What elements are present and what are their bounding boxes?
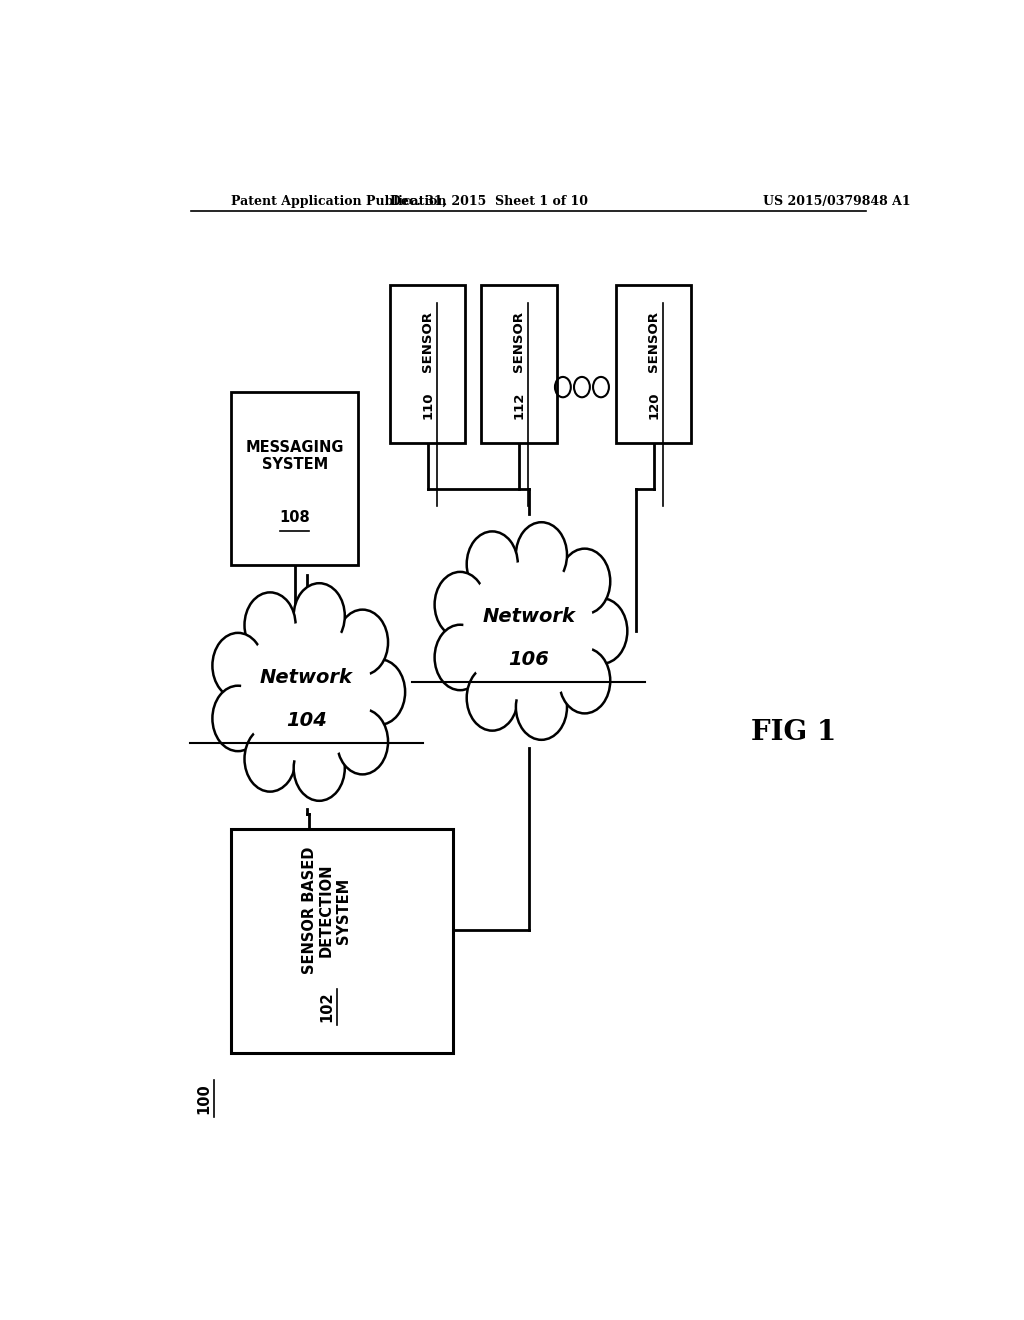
Circle shape [245,726,296,792]
Circle shape [212,632,263,698]
Circle shape [212,685,263,751]
Text: 102: 102 [318,991,334,1023]
Text: 104: 104 [286,711,327,730]
Text: SENSOR: SENSOR [512,312,525,372]
Text: 112: 112 [512,391,525,418]
Text: Dec. 31, 2015  Sheet 1 of 10: Dec. 31, 2015 Sheet 1 of 10 [390,194,588,207]
Circle shape [516,523,567,587]
Circle shape [516,675,567,739]
Text: US 2015/0379848 A1: US 2015/0379848 A1 [763,194,910,207]
Text: 100: 100 [196,1084,211,1114]
Circle shape [434,624,485,690]
Text: SENSOR: SENSOR [647,312,660,372]
Ellipse shape [241,623,373,762]
FancyBboxPatch shape [481,285,557,444]
Text: FIG 1: FIG 1 [751,719,837,746]
Circle shape [467,532,518,597]
Circle shape [337,610,388,675]
Ellipse shape [239,619,375,764]
Text: Network: Network [482,607,575,626]
Circle shape [577,598,628,664]
Circle shape [559,549,610,614]
Ellipse shape [463,561,595,701]
Text: 108: 108 [280,510,310,524]
Circle shape [467,665,518,731]
Ellipse shape [461,558,597,704]
Text: 106: 106 [508,651,549,669]
Circle shape [434,572,485,638]
Text: SENSOR: SENSOR [421,312,434,372]
Circle shape [245,593,296,657]
FancyBboxPatch shape [231,392,358,565]
FancyBboxPatch shape [616,285,691,444]
Circle shape [559,648,610,713]
Text: MESSAGING
SYSTEM: MESSAGING SYSTEM [246,440,344,473]
Circle shape [294,735,345,801]
Circle shape [294,583,345,648]
Circle shape [337,709,388,775]
Text: 120: 120 [647,391,660,418]
FancyBboxPatch shape [390,285,465,444]
Text: 110: 110 [421,391,434,418]
Circle shape [354,659,406,725]
Text: SENSOR BASED
DETECTION
SYSTEM: SENSOR BASED DETECTION SYSTEM [301,847,351,974]
Text: Network: Network [260,668,353,686]
FancyBboxPatch shape [231,829,454,1053]
Text: Patent Application Publication: Patent Application Publication [231,194,446,207]
